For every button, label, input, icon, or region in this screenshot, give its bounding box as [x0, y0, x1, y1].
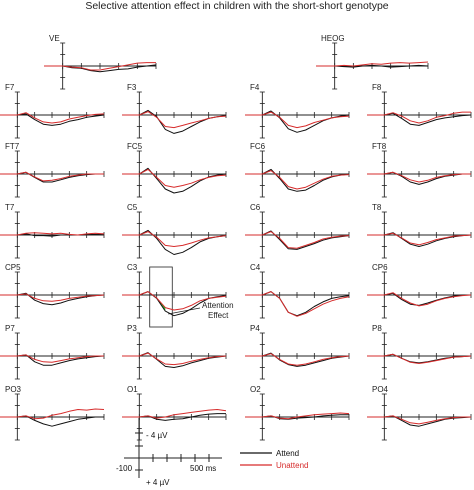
channel-panel: F7 — [0, 83, 105, 139]
unattend-trace — [122, 111, 227, 129]
unattend-trace — [367, 292, 472, 307]
attend-trace — [316, 64, 429, 68]
channel-panel: C5 — [122, 203, 227, 259]
channel-label: FC5 — [127, 142, 143, 151]
channel-label: CP6 — [372, 263, 388, 272]
channel-label: HEOG — [321, 34, 345, 43]
channel-label: PO3 — [5, 385, 22, 394]
unattend-trace — [122, 291, 227, 311]
channel-label: C3 — [127, 263, 138, 272]
channel-panel: T7 — [0, 203, 105, 259]
unattend-trace — [245, 353, 350, 366]
attend-trace — [0, 113, 105, 126]
chart-title: Selective attention effect in children w… — [85, 0, 389, 12]
attend-trace — [122, 167, 227, 194]
legend: Attend Unattend — [240, 449, 308, 470]
annotation-label: Effect — [208, 311, 229, 320]
channel-panels: VE HEOG F7 F3 F4 F8 FT7 FC5 FC6 FT8 T7 C5 C6 T8 CP5 C3 A… — [0, 34, 472, 441]
channel-label: FT8 — [372, 142, 387, 151]
channel-panel: P4 — [245, 324, 350, 380]
channel-label: T8 — [372, 203, 382, 212]
scale-bar-x-max-label: 500 ms — [190, 464, 216, 473]
channel-panel: VE — [44, 34, 157, 90]
unattend-trace — [44, 62, 156, 71]
unattend-trace — [0, 293, 105, 302]
channel-panel: C6 — [245, 203, 350, 259]
unattend-trace — [122, 168, 227, 188]
channel-panel: P7 — [0, 324, 105, 380]
channel-label: FT7 — [5, 142, 20, 151]
channel-panel: CP6 — [367, 263, 472, 319]
scale-bar-pos-label: + 4 µV — [146, 478, 170, 487]
channel-label: PO4 — [372, 385, 389, 394]
unattend-trace — [122, 409, 227, 419]
scale-bar-neg-label: - 4 µV — [146, 431, 168, 440]
unattend-trace — [367, 353, 472, 364]
channel-panel: FC6 — [245, 142, 350, 198]
channel-label: C5 — [127, 203, 138, 212]
channel-panel: HEOG — [316, 34, 429, 90]
unattend-trace — [245, 111, 350, 129]
attention-window-box — [149, 266, 173, 328]
channel-panel: FT7 — [0, 142, 105, 198]
unattend-trace — [122, 352, 227, 366]
channel-label: P3 — [127, 324, 137, 333]
channel-label: T7 — [5, 203, 15, 212]
channel-label: O2 — [250, 385, 261, 394]
channel-panel: FT8 — [367, 142, 472, 198]
channel-label: C4 — [250, 263, 261, 272]
channel-label: F4 — [250, 83, 260, 92]
legend-attend-label: Attend — [276, 449, 299, 458]
channel-panel: F8 — [367, 83, 472, 139]
channel-panel: P3 — [122, 324, 227, 380]
unattend-trace — [367, 171, 471, 183]
channel-panel: T8 — [367, 203, 472, 259]
channel-panel: P8 — [367, 324, 472, 380]
channel-panel: O2 — [245, 385, 350, 441]
unattend-trace — [245, 231, 350, 249]
channel-panel: PO3 — [0, 385, 105, 441]
unattend-trace — [122, 231, 227, 247]
channel-label: F3 — [127, 83, 137, 92]
unattend-trace — [245, 170, 350, 190]
channel-panel: C4 — [245, 263, 350, 319]
channel-label: C6 — [250, 203, 261, 212]
unattend-trace — [0, 232, 105, 236]
unattend-trace — [316, 61, 429, 67]
scale-bar: - 4 µV + 4 µV -100 500 ms — [116, 418, 222, 487]
channel-panel: CP5 — [0, 263, 105, 319]
channel-panel: O1 — [122, 385, 227, 441]
unattend-trace — [367, 415, 471, 425]
channel-panel: F4 — [245, 83, 350, 139]
annotation-leader — [168, 307, 201, 315]
channel-label: F7 — [5, 83, 15, 92]
unattend-trace — [245, 412, 350, 420]
channel-label: FC6 — [250, 142, 266, 151]
unattend-trace — [367, 232, 472, 246]
channel-panel: F3 — [122, 83, 227, 139]
unattend-trace — [0, 112, 105, 124]
channel-label: VE — [49, 34, 60, 43]
legend-unattend-label: Unattend — [276, 461, 308, 470]
unattend-trace — [367, 111, 471, 124]
channel-label: F8 — [372, 83, 382, 92]
unattend-trace — [0, 354, 104, 363]
channel-label: CP5 — [5, 263, 21, 272]
channel-label: P4 — [250, 324, 260, 333]
unattend-trace — [245, 291, 350, 317]
unattend-trace — [0, 171, 104, 182]
channel-label: P8 — [372, 324, 382, 333]
channel-label: O1 — [127, 385, 138, 394]
channel-panel: FC5 — [122, 142, 227, 198]
unattend-trace — [0, 408, 105, 420]
scale-bar-x-min-label: -100 — [116, 464, 133, 473]
annotation-label: Attention — [202, 301, 234, 310]
channel-panel: PO4 — [367, 385, 472, 441]
channel-label: P7 — [5, 324, 15, 333]
